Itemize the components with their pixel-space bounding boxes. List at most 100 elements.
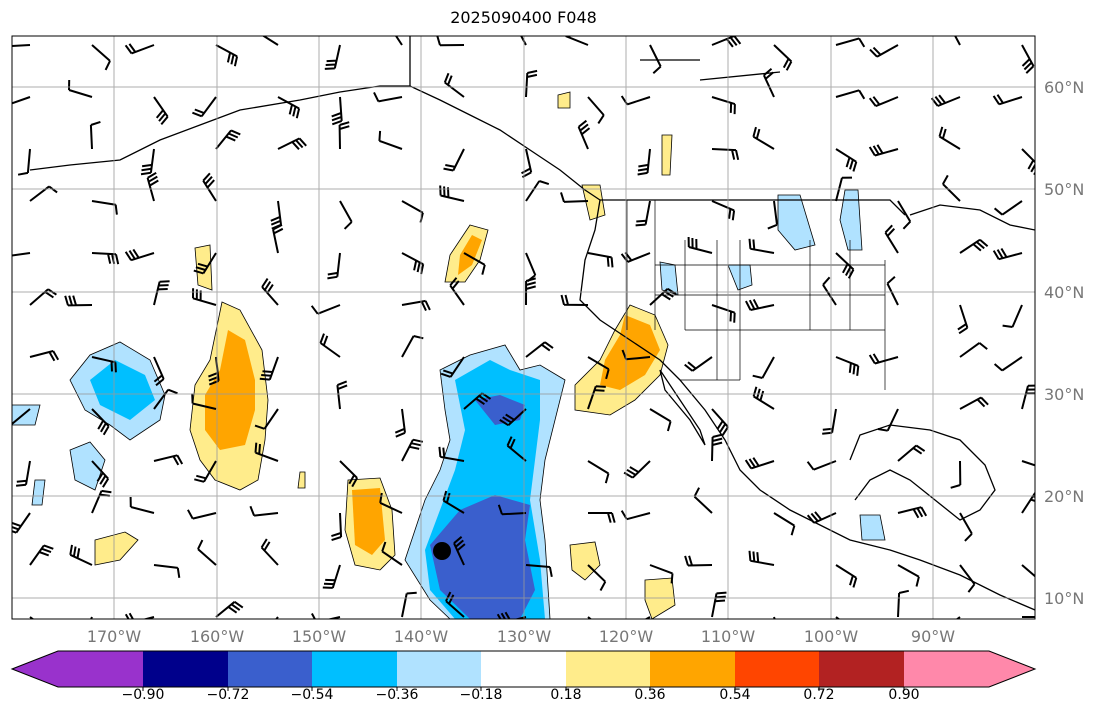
wind-barb xyxy=(270,200,282,230)
wind-barb xyxy=(993,356,1023,372)
contour-positive-small xyxy=(94,91,676,619)
wind-barb xyxy=(254,408,279,430)
wind-barb xyxy=(254,442,279,462)
wind-barb xyxy=(637,148,651,176)
lon-label: 130°W xyxy=(497,627,552,646)
wind-barb xyxy=(327,252,341,280)
wind-barb xyxy=(443,72,465,98)
wind-barb xyxy=(29,350,60,362)
wind-barb xyxy=(711,96,736,115)
wind-barb xyxy=(401,335,424,358)
wind-barb xyxy=(897,589,910,618)
wind-barb xyxy=(91,252,120,265)
lat-label: 40°N xyxy=(1044,283,1084,302)
lat-label: 20°N xyxy=(1044,487,1084,506)
wind-barb xyxy=(310,304,341,315)
wind-barb xyxy=(401,252,425,275)
wind-barb xyxy=(877,408,899,432)
wind-barb xyxy=(806,460,837,471)
wind-barb xyxy=(938,126,961,150)
wind-barb xyxy=(560,294,589,306)
borders xyxy=(626,200,886,390)
wind-barb xyxy=(202,172,217,202)
wind-barb xyxy=(506,436,527,462)
wind-barb xyxy=(381,541,403,566)
longitude-labels: 170°W 160°W 150°W 140°W 130°W 120°W 110°… xyxy=(87,627,955,646)
wind-barb xyxy=(1022,616,1035,618)
lon-label: 90°W xyxy=(911,627,955,646)
wind-barb xyxy=(687,236,713,254)
wind-barb xyxy=(1021,564,1035,578)
wind-barb xyxy=(91,356,117,373)
wind-barb xyxy=(322,564,341,589)
wind-barb xyxy=(187,509,217,520)
wind-barb xyxy=(12,44,31,48)
wind-barb xyxy=(124,248,155,262)
wind-barb xyxy=(191,393,217,410)
wind-barb xyxy=(835,564,858,588)
wind-barb xyxy=(950,460,962,489)
wind-barb xyxy=(463,392,492,410)
lon-label: 160°W xyxy=(190,627,245,646)
wind-barb xyxy=(463,252,486,275)
colorbar-extend-low xyxy=(12,651,143,687)
wind-barb xyxy=(319,333,341,358)
colorbar: −0.90 −0.72 −0.54 −0.36 −0.18 0.18 0.36 0.54 0.7… xyxy=(10,650,1037,703)
wind-barb xyxy=(401,591,417,618)
wind-barb xyxy=(497,504,527,516)
wind-barb xyxy=(192,96,217,118)
wind-barb xyxy=(577,119,591,150)
lat-label: 30°N xyxy=(1044,385,1084,404)
colorbar-segment xyxy=(143,651,228,687)
wind-barb xyxy=(215,44,239,67)
lon-label: 170°W xyxy=(87,627,142,646)
wind-barb xyxy=(752,126,775,150)
wind-barb xyxy=(124,43,155,55)
wind-barb xyxy=(762,67,775,98)
wind-barb xyxy=(275,616,279,619)
wind-barb xyxy=(649,408,672,432)
wind-barb xyxy=(394,408,406,438)
wind-barb xyxy=(324,44,341,70)
colorbar-tick-label: −0.90 xyxy=(122,687,165,703)
wind-barb xyxy=(959,342,988,358)
wind-barb xyxy=(499,408,527,427)
wind-barb xyxy=(193,252,217,275)
wind-barb xyxy=(394,36,403,46)
wind-barb xyxy=(564,36,589,46)
wind-barb xyxy=(12,408,31,426)
wind-barb xyxy=(194,460,217,483)
colorbar-tick-label: −0.54 xyxy=(291,687,334,703)
wind-barb xyxy=(153,454,184,466)
coastlines xyxy=(29,36,1035,611)
lat-label: 50°N xyxy=(1044,180,1084,199)
wind-barb xyxy=(215,129,241,150)
wind-barb xyxy=(1021,460,1035,467)
wind-barb xyxy=(89,120,101,150)
wind-barb xyxy=(525,564,553,577)
wind-barb xyxy=(260,538,279,566)
wind-barb xyxy=(773,44,793,71)
wind-barb xyxy=(215,600,244,618)
wind-barb xyxy=(897,564,920,587)
wind-barb xyxy=(649,44,662,74)
wind-barb xyxy=(153,564,181,578)
wind-barb xyxy=(261,36,279,46)
colorbar-tick-label: 0.72 xyxy=(803,687,834,703)
contour-fills xyxy=(12,91,886,619)
wind-barb xyxy=(806,511,837,524)
wind-barb xyxy=(336,380,348,410)
wind-barb xyxy=(12,252,31,257)
wind-barb xyxy=(29,544,54,566)
wind-barb xyxy=(277,137,307,150)
wind-barb xyxy=(91,489,112,514)
lon-label: 140°W xyxy=(394,627,449,646)
lon-label: 100°W xyxy=(804,627,859,646)
wind-barb xyxy=(401,200,424,223)
wind-barb xyxy=(146,171,159,202)
wind-barb xyxy=(868,353,899,365)
wind-barb xyxy=(711,591,727,618)
wind-barb xyxy=(822,276,837,306)
wind-barb xyxy=(835,252,855,279)
